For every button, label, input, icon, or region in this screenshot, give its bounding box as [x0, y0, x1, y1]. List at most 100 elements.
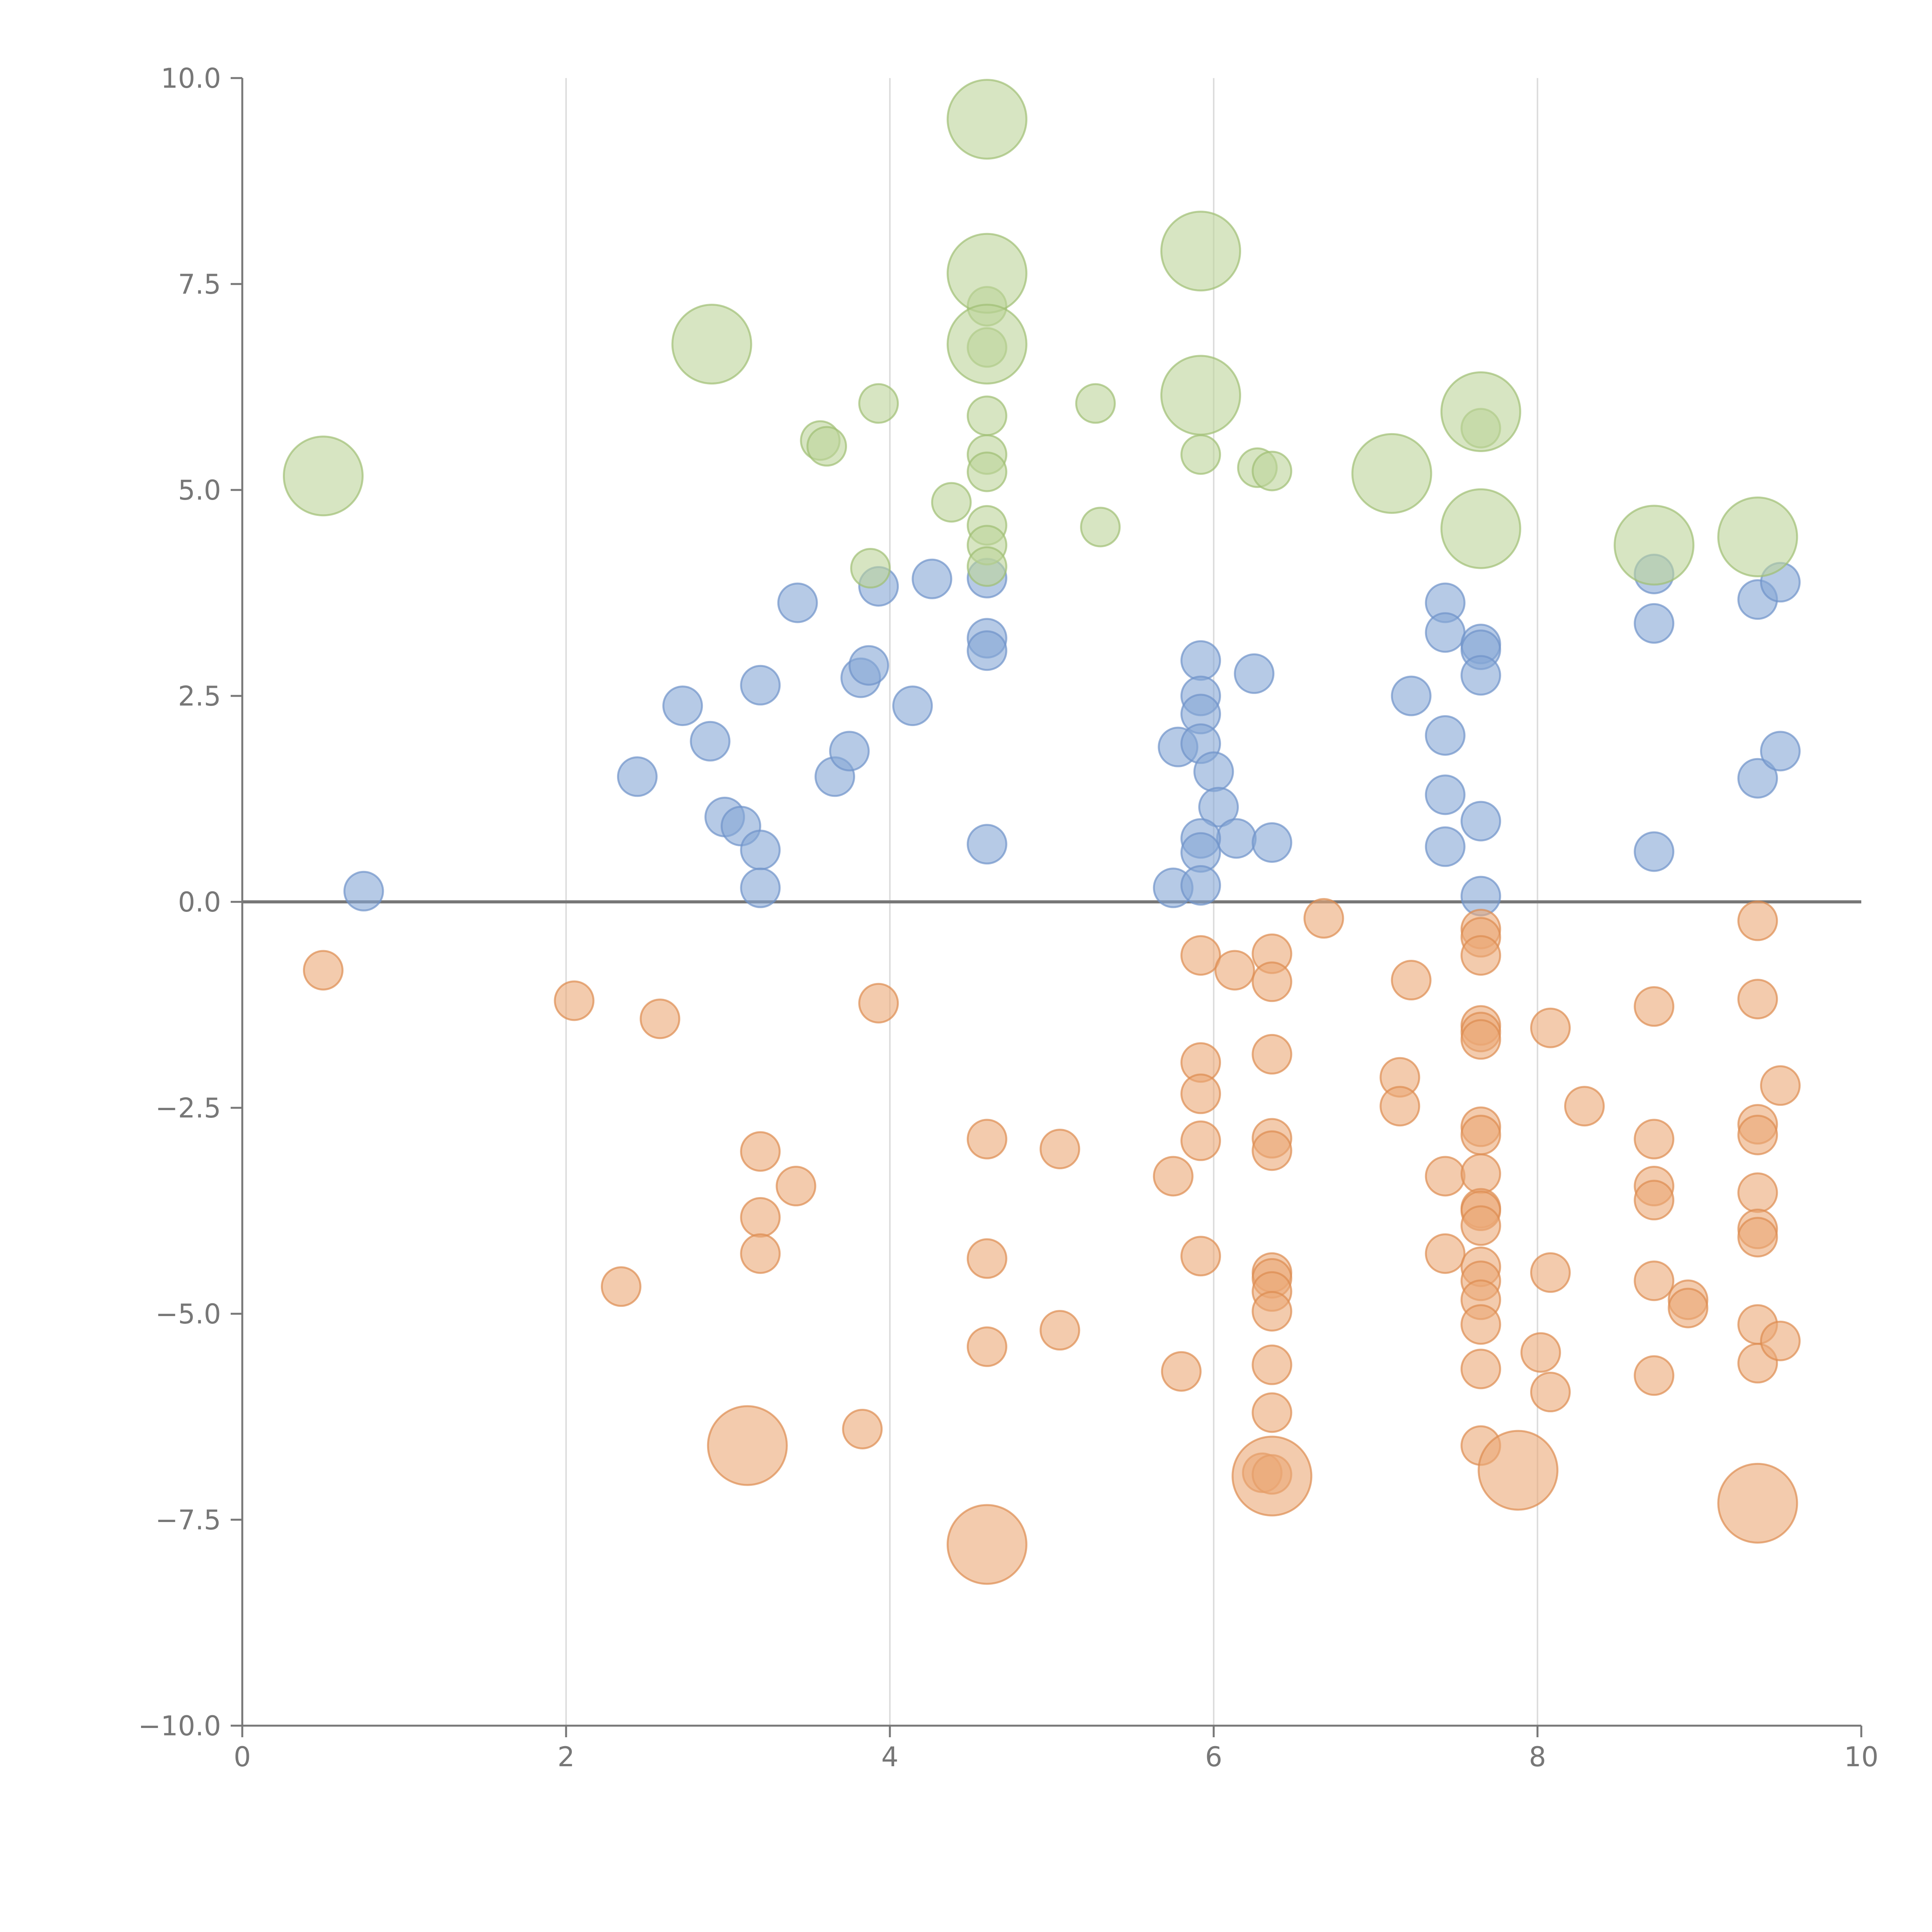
data-point-orange: [1634, 1260, 1675, 1301]
data-point-orange: [966, 1119, 1007, 1160]
highlight-bubble-green: [1717, 497, 1798, 578]
data-point-blue: [777, 582, 818, 623]
data-point-blue: [1460, 655, 1501, 696]
data-point-orange: [1530, 1372, 1571, 1413]
x-tick-label: 0: [234, 1741, 251, 1773]
highlight-bubble-green: [946, 79, 1027, 160]
y-tick-label: 2.5: [178, 680, 221, 712]
data-point-blue: [1760, 731, 1801, 772]
highlight-bubble-green: [1160, 355, 1241, 436]
highlight-bubble-green: [946, 233, 1027, 314]
data-point-blue: [740, 867, 781, 908]
data-point-blue: [1634, 603, 1675, 644]
y-tick-label: −7.5: [155, 1504, 221, 1536]
data-point-blue: [662, 685, 703, 726]
data-point-green: [931, 482, 972, 523]
y-tick-label: −2.5: [155, 1092, 221, 1124]
highlight-bubble-orange: [707, 1405, 788, 1486]
data-point-orange: [1530, 1252, 1571, 1293]
data-point-orange: [1460, 1304, 1501, 1345]
axes: 0 2 4 6 8 10 10.0 7.5 5.0 2.5 0.0 −2.5 −5.0 −7.5 −10.0: [138, 63, 1878, 1773]
data-point-orange: [1252, 1291, 1293, 1332]
x-tick-label: 10: [1844, 1741, 1878, 1773]
highlight-bubble-orange: [1717, 1463, 1798, 1544]
x-tick-label: 8: [1529, 1741, 1546, 1773]
data-point-blue: [1391, 675, 1432, 716]
data-point-orange: [1634, 1180, 1675, 1221]
data-point-orange: [842, 1408, 883, 1449]
data-point-green: [1080, 507, 1121, 548]
highlight-bubble-orange: [946, 1504, 1027, 1585]
data-point-orange: [1180, 935, 1221, 976]
data-point-orange: [1520, 1332, 1561, 1373]
data-point-orange: [1460, 1205, 1501, 1246]
data-point-orange: [1737, 1114, 1778, 1155]
data-point-orange: [1460, 935, 1501, 976]
data-point-orange: [1737, 1172, 1778, 1213]
data-point-orange: [1425, 1156, 1466, 1197]
data-point-orange: [1760, 1065, 1801, 1106]
data-point-blue: [829, 731, 870, 772]
data-point-green: [806, 426, 847, 467]
data-point-orange: [1391, 960, 1432, 1001]
data-point-blue: [966, 824, 1007, 865]
data-point-orange: [1252, 961, 1293, 1002]
y-tick-label: −5.0: [155, 1298, 221, 1330]
data-point-orange: [1530, 1007, 1571, 1048]
highlight-bubble-green: [1160, 211, 1241, 292]
data-point-orange: [1303, 898, 1344, 939]
data-point-orange: [966, 1326, 1007, 1367]
data-point-blue: [892, 685, 933, 726]
data-point-green: [1180, 434, 1221, 475]
data-point-orange: [1737, 1217, 1778, 1258]
x-tick-label: 6: [1205, 1741, 1223, 1773]
data-point-orange: [1737, 979, 1778, 1020]
x-tick-label: 2: [558, 1741, 575, 1773]
data-point-orange: [554, 980, 595, 1021]
highlight-bubble-green: [1614, 505, 1695, 586]
data-point-orange: [966, 1238, 1007, 1279]
data-point-blue: [1737, 758, 1778, 799]
highlight-bubbles: [283, 79, 1798, 1585]
highlight-bubble-green: [1440, 488, 1521, 569]
data-point-blue: [690, 721, 731, 762]
data-point-blue: [1634, 831, 1675, 872]
data-point-blue: [1234, 653, 1275, 694]
data-point-blue: [912, 558, 952, 599]
data-point-orange: [1379, 1086, 1420, 1127]
data-point-blue: [1460, 801, 1501, 842]
data-point-orange: [1634, 1119, 1675, 1160]
highlight-bubble-green: [1351, 433, 1432, 514]
data-point-orange: [1460, 1153, 1501, 1194]
data-point-orange: [639, 998, 680, 1039]
data-point-green: [858, 383, 899, 424]
data-point-orange: [740, 1197, 781, 1238]
data-point-orange: [740, 1131, 781, 1172]
data-point-orange: [1425, 1233, 1466, 1274]
data-point-orange: [1760, 1320, 1801, 1361]
data-point-orange: [1214, 950, 1255, 991]
data-point-orange: [1460, 1019, 1501, 1060]
data-point-blue: [740, 830, 781, 871]
data-points: [303, 286, 1801, 1495]
data-point-orange: [1634, 986, 1675, 1027]
data-point-blue: [1425, 612, 1466, 653]
data-point-blue: [617, 756, 658, 797]
highlight-bubble-green: [946, 304, 1027, 385]
data-point-orange: [1460, 1114, 1501, 1155]
data-point-orange: [1039, 1310, 1080, 1351]
highlight-bubble-green: [671, 304, 752, 385]
data-point-orange: [776, 1166, 816, 1207]
y-tick-label: 10.0: [161, 63, 221, 94]
data-point-blue: [1216, 818, 1257, 859]
data-point-orange: [1161, 1351, 1202, 1392]
data-point-green: [966, 546, 1007, 587]
data-point-orange: [1180, 1073, 1221, 1114]
data-point-orange: [1039, 1129, 1080, 1170]
data-point-blue: [1425, 715, 1466, 756]
data-point-orange: [1252, 1034, 1293, 1075]
data-point-orange: [740, 1233, 781, 1274]
data-point-blue: [1180, 865, 1221, 906]
data-point-green: [850, 548, 891, 589]
